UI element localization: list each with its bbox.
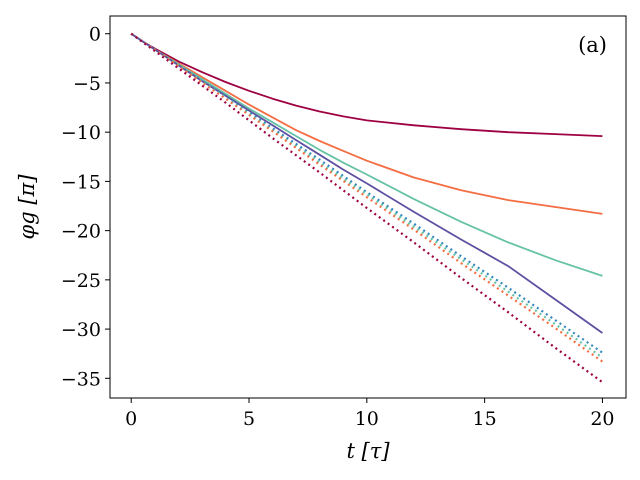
y-tick-label: −30	[61, 319, 101, 341]
series-solid-line	[130, 32, 603, 334]
y-tick-label: 0	[89, 24, 101, 46]
panel-label: (a)	[578, 33, 607, 57]
y-tick-label: −15	[61, 171, 101, 193]
x-tick-label: 0	[125, 408, 137, 430]
y-tick-label: −10	[61, 122, 101, 144]
series-solid-line	[130, 32, 603, 215]
x-tick-label: 20	[590, 408, 614, 430]
y-axis-label: φg [π]	[15, 174, 39, 240]
plot-frame	[109, 15, 627, 399]
y-tick-label: −5	[73, 73, 101, 95]
x-tick-label: 5	[243, 408, 255, 430]
series-solid-line	[130, 32, 603, 277]
x-axis-label: t [τ]	[346, 439, 390, 463]
y-tick-label: −20	[61, 221, 101, 243]
y-tick-label: −25	[61, 270, 101, 292]
y-tick-label: −35	[61, 368, 101, 390]
series-dotted-line	[130, 32, 604, 384]
ticks-layer: 0 5 10 15 20 0 −5 −10 −15 −20 −25 −30 −35	[61, 24, 615, 430]
series-dotted-line	[130, 32, 604, 359]
x-tick-label: 10	[355, 408, 379, 430]
x-tick-label: 15	[473, 408, 497, 430]
series-solid-line	[130, 32, 603, 137]
series-layer	[130, 32, 604, 384]
series-dotted-line	[130, 32, 604, 363]
